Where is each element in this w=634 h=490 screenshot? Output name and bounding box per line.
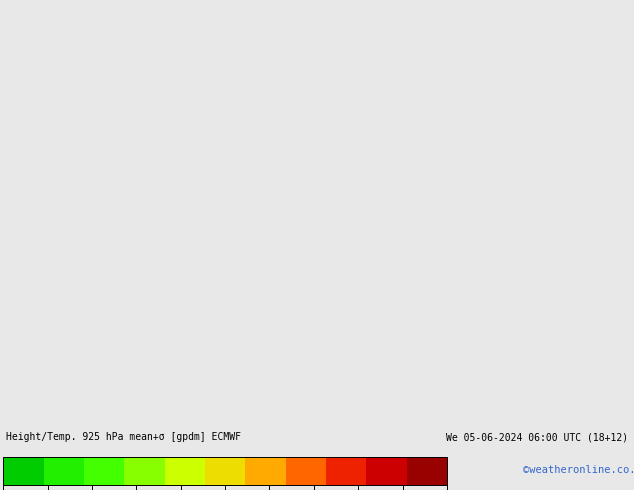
Bar — [44, 457, 84, 485]
Bar — [205, 457, 245, 485]
Bar — [285, 457, 326, 485]
Bar — [84, 457, 124, 485]
Text: We 05-06-2024 06:00 UTC (18+12): We 05-06-2024 06:00 UTC (18+12) — [446, 433, 628, 442]
Bar — [245, 457, 285, 485]
Bar — [406, 457, 447, 485]
Text: Height/Temp. 925 hPa mean+σ [gpdm] ECMWF: Height/Temp. 925 hPa mean+σ [gpdm] ECMWF — [6, 433, 242, 442]
Bar — [326, 457, 366, 485]
Bar — [366, 457, 406, 485]
Bar — [124, 457, 165, 485]
Text: ©weatheronline.co.uk: ©weatheronline.co.uk — [523, 465, 634, 475]
Bar — [3, 457, 44, 485]
Bar — [165, 457, 205, 485]
Bar — [3, 457, 447, 485]
